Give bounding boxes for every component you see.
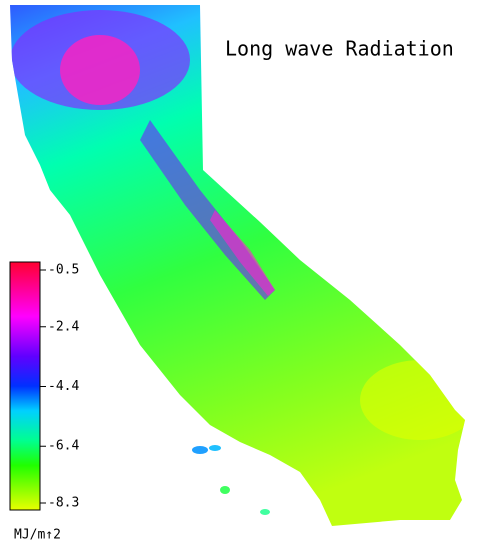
colorbar-tick-label: -0.5 xyxy=(48,263,79,278)
colorbar-tick-label: -4.4 xyxy=(48,379,79,394)
colorbar-tick-label: -6.4 xyxy=(48,439,79,454)
island xyxy=(209,445,221,451)
colorbar-unit: MJ/m↑2 xyxy=(14,528,61,543)
island xyxy=(192,446,208,454)
colorbar-tick-label: -2.4 xyxy=(48,319,79,334)
island xyxy=(260,509,270,515)
island xyxy=(220,486,230,494)
colorbar-tick-label: -8.3 xyxy=(48,496,79,511)
colorbar xyxy=(9,261,41,511)
map-title: Long wave Radiation xyxy=(225,37,454,61)
